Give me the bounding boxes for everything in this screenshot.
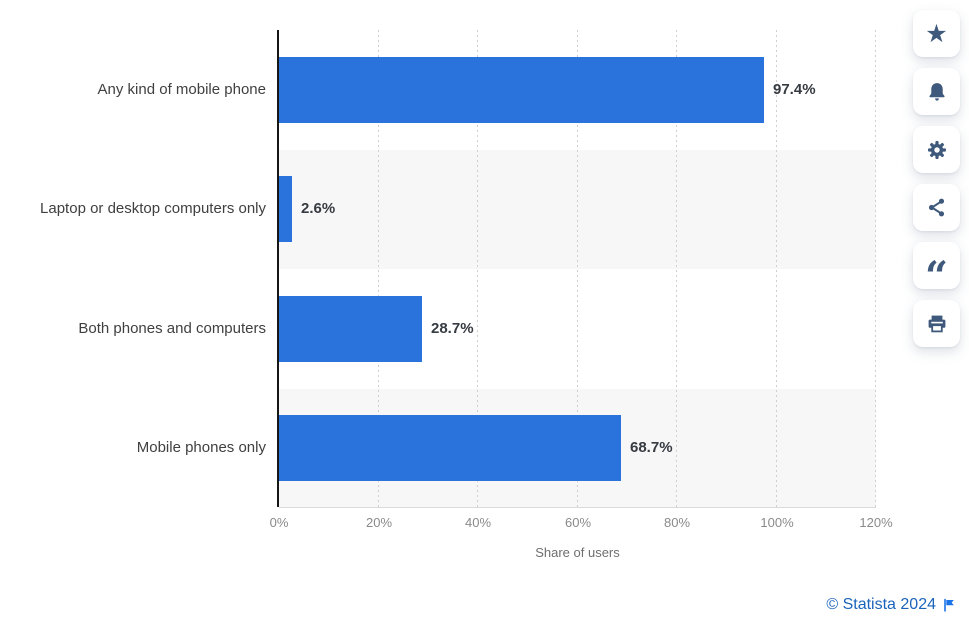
x-tick-label: 80% bbox=[663, 515, 691, 530]
bar-4[interactable] bbox=[279, 415, 621, 481]
star-icon: ★ bbox=[925, 19, 948, 48]
cite-button[interactable]: “ bbox=[913, 242, 960, 300]
category-label: Laptop or desktop computers only bbox=[40, 200, 266, 217]
bell-icon bbox=[928, 82, 945, 101]
share-button[interactable] bbox=[913, 184, 960, 231]
value-label: 97.4% bbox=[773, 81, 816, 98]
x-tick-label: 60% bbox=[564, 515, 592, 530]
gridline bbox=[577, 30, 578, 508]
gridline bbox=[776, 30, 777, 508]
alert-button[interactable] bbox=[913, 68, 960, 115]
category-label: Mobile phones only bbox=[136, 439, 266, 456]
share-icon bbox=[928, 198, 945, 217]
category-label: Both phones and computers bbox=[78, 320, 266, 337]
category-axis: Any kind of mobile phone Laptop or deskto… bbox=[0, 30, 266, 508]
bar-1[interactable] bbox=[279, 57, 764, 123]
favorite-button[interactable]: ★ bbox=[913, 10, 960, 57]
gridline bbox=[676, 30, 677, 508]
gridline bbox=[477, 30, 478, 508]
y-axis-line bbox=[277, 30, 279, 507]
value-label: 2.6% bbox=[301, 200, 336, 217]
plot-area: 97.4% 2.6% 28.7% 68.7% bbox=[279, 30, 876, 508]
x-tick-label: 40% bbox=[464, 515, 492, 530]
statista-credit-link[interactable]: © Statista 2024 bbox=[826, 596, 957, 614]
settings-button[interactable] bbox=[913, 126, 960, 173]
bar-3[interactable] bbox=[279, 296, 422, 362]
x-tick-label: 120% bbox=[859, 515, 893, 530]
value-label: 28.7% bbox=[431, 320, 474, 337]
gear-icon bbox=[927, 140, 946, 159]
category-label: Any kind of mobile phone bbox=[97, 81, 266, 98]
x-tick-label: 0% bbox=[269, 515, 289, 530]
bar-2[interactable] bbox=[279, 176, 292, 242]
copyright-text: © Statista 2024 bbox=[826, 596, 936, 613]
x-axis-line bbox=[279, 507, 876, 508]
x-tick-label: 20% bbox=[365, 515, 393, 530]
chart-toolbar: ★ bbox=[913, 0, 960, 360]
printer-icon bbox=[928, 315, 945, 332]
value-label: 68.7% bbox=[630, 439, 673, 456]
x-tick-label: 100% bbox=[760, 515, 794, 530]
gridline bbox=[378, 30, 379, 508]
gridline bbox=[875, 30, 876, 508]
flag-icon[interactable] bbox=[942, 597, 957, 613]
print-button[interactable] bbox=[913, 300, 960, 347]
quote-icon: “ bbox=[924, 252, 948, 300]
x-axis-title: Share of users bbox=[535, 545, 620, 560]
